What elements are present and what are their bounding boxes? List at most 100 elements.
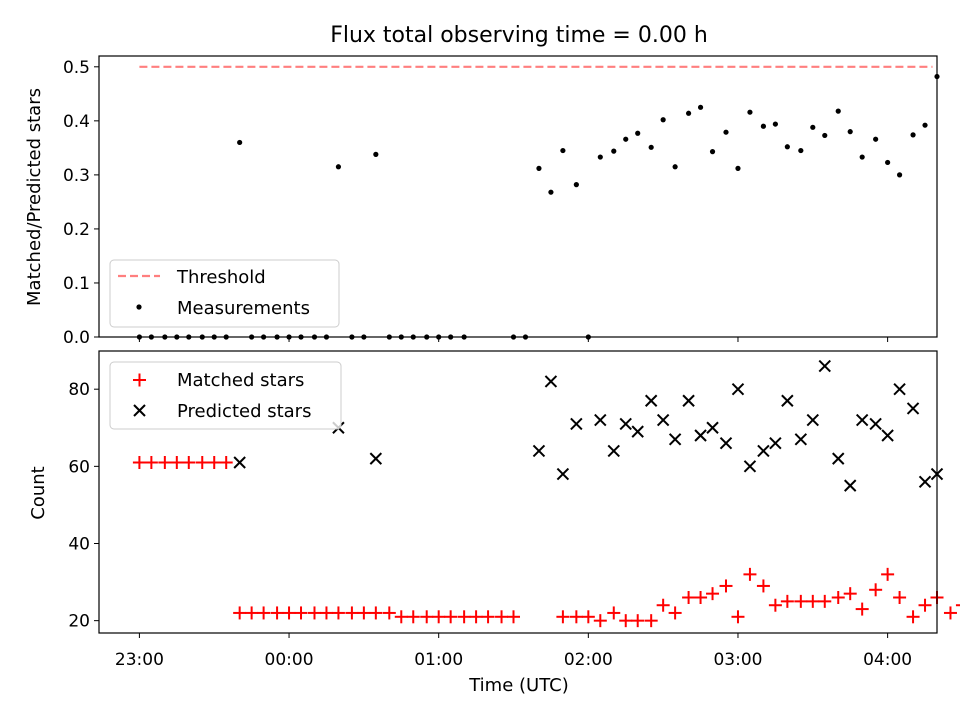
x-axis-label: Time (UTC) bbox=[468, 675, 569, 696]
predicted-star-point bbox=[818, 359, 831, 373]
matched-star-point bbox=[731, 610, 745, 624]
measurement-point bbox=[709, 149, 716, 155]
predicted-star-point bbox=[869, 417, 882, 431]
predicted-star-point bbox=[918, 475, 932, 488]
matched-star-point bbox=[207, 455, 221, 469]
matched-star-point bbox=[818, 594, 832, 608]
measurement-point bbox=[660, 117, 666, 123]
measurement-point bbox=[847, 129, 853, 135]
matched-star-point bbox=[457, 610, 471, 624]
predicted-star-point bbox=[893, 382, 906, 396]
y-tick-label: 0.1 bbox=[63, 274, 90, 294]
x-tick-label: 00:00 bbox=[265, 650, 314, 670]
matched-star-point bbox=[768, 598, 782, 612]
measurement-point bbox=[922, 122, 928, 128]
predicted-star-point bbox=[233, 456, 246, 469]
matched-star-point bbox=[656, 598, 670, 612]
measurement-point bbox=[672, 164, 678, 170]
predicted-star-point bbox=[607, 444, 620, 458]
x-tick-label: 03:00 bbox=[713, 650, 762, 670]
matched-star-point bbox=[307, 606, 321, 620]
y-tick-label: 0.4 bbox=[63, 112, 90, 132]
measurement-point bbox=[611, 148, 617, 154]
matched-star-point bbox=[607, 606, 621, 620]
matched-star-point bbox=[668, 606, 682, 620]
measurement-point bbox=[623, 136, 629, 142]
matched-star-point bbox=[581, 610, 595, 624]
measurement-point bbox=[885, 159, 891, 166]
top-y-axis-label: Matched/Predicted stars bbox=[24, 88, 45, 306]
matched-star-point bbox=[780, 594, 794, 608]
matched-star-point bbox=[195, 455, 209, 469]
measurement-point bbox=[635, 130, 641, 136]
matched-star-point bbox=[233, 606, 247, 620]
top-x-axis-ticks bbox=[138, 337, 889, 342]
matched-star-point bbox=[345, 606, 359, 620]
predicted-star-point bbox=[906, 402, 920, 415]
x-tick-label: 04:00 bbox=[863, 650, 912, 670]
matched-star-point bbox=[743, 567, 757, 581]
matched-star-point bbox=[219, 455, 233, 469]
matched-star-point bbox=[331, 606, 345, 620]
matched-star-point bbox=[794, 594, 808, 608]
matched-star-point bbox=[593, 614, 607, 628]
legend-matched-label: Matched stars bbox=[177, 370, 304, 391]
predicted-star-point bbox=[757, 444, 770, 458]
matched-legend-swatch bbox=[133, 373, 146, 387]
matched-star-point bbox=[394, 610, 408, 624]
matched-star-point bbox=[644, 614, 658, 628]
top-y-axis: 0.0 0.1 0.2 0.3 0.4 0.5 bbox=[63, 58, 99, 348]
chart-title: Flux total observing time = 0.00 h bbox=[330, 23, 708, 48]
y-tick-label: 20 bbox=[68, 612, 90, 632]
predicted-star-point bbox=[769, 436, 782, 450]
matched-star-point bbox=[918, 598, 932, 612]
measurement-point bbox=[536, 165, 542, 171]
bottom-axes-frame bbox=[98, 350, 938, 634]
matched-star-point bbox=[706, 587, 720, 601]
matched-star-point bbox=[406, 610, 420, 624]
measurement-point bbox=[597, 154, 603, 160]
y-tick-label: 0.5 bbox=[63, 58, 90, 78]
matched-star-point bbox=[556, 610, 570, 624]
matched-star-point bbox=[469, 610, 483, 624]
measurement-point bbox=[784, 144, 790, 150]
measurement-point bbox=[873, 136, 879, 142]
measurement-point bbox=[896, 172, 903, 178]
measurement-point bbox=[373, 151, 379, 157]
predicted-star-point bbox=[743, 460, 757, 473]
predicted-star-point bbox=[881, 429, 894, 442]
matched-star-point bbox=[369, 606, 383, 620]
matched-star-point bbox=[495, 610, 509, 624]
predicted-star-point bbox=[656, 413, 670, 427]
measurements-legend-swatch bbox=[136, 304, 142, 310]
measurement-point bbox=[760, 123, 767, 129]
matched-star-point bbox=[507, 610, 521, 624]
matched-star-point bbox=[719, 579, 733, 593]
matched-star-point bbox=[282, 606, 296, 620]
matched-star-point bbox=[682, 591, 696, 605]
matched-star-point bbox=[144, 455, 158, 469]
bottom-y-axis-label: Count bbox=[28, 466, 49, 519]
legend-measurements-label: Measurements bbox=[177, 298, 310, 319]
measurement-point bbox=[560, 147, 566, 154]
predicted-star-point bbox=[644, 394, 658, 407]
bottom-legend: Matched stars Predicted stars bbox=[109, 361, 342, 430]
matched-star-point bbox=[831, 591, 845, 605]
predicted-star-point bbox=[855, 413, 869, 427]
predicted-star-point bbox=[631, 425, 644, 438]
predicted-star-point bbox=[719, 436, 733, 450]
measurement-point bbox=[685, 110, 692, 116]
predicted-legend-swatch bbox=[133, 404, 146, 417]
measurement-point bbox=[548, 189, 554, 195]
matched-star-point bbox=[943, 606, 957, 620]
matched-star-point bbox=[631, 614, 645, 628]
matched-star-point bbox=[444, 610, 458, 624]
measurement-point bbox=[835, 108, 841, 114]
matched-star-point bbox=[619, 614, 633, 628]
predicted-star-point bbox=[369, 452, 383, 465]
measurement-point bbox=[237, 139, 243, 146]
predicted-star-point bbox=[619, 417, 632, 431]
matched-star-point bbox=[132, 455, 146, 469]
measurement-point bbox=[772, 121, 778, 127]
